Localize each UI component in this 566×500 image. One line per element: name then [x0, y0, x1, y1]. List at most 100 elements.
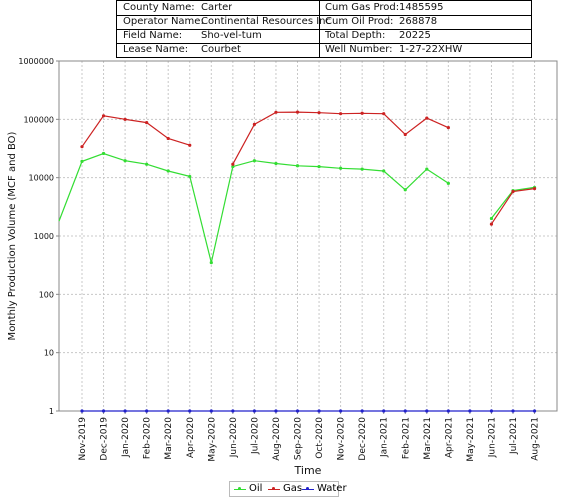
series-water-point	[295, 409, 300, 413]
series-gas-point	[188, 143, 192, 147]
series-layer	[58, 110, 537, 413]
x-tick-label: Jun-2020	[229, 417, 239, 458]
x-tick-label: Apr-2020	[186, 417, 196, 458]
series-gas-point	[252, 122, 256, 126]
series-gas-point	[101, 114, 106, 118]
series-water-point	[209, 409, 213, 413]
series-water-point	[468, 409, 472, 413]
series-oil-point	[231, 164, 235, 169]
x-tick-label: Sep-2020	[294, 417, 304, 460]
series-water-point	[80, 409, 84, 413]
series-water-point	[166, 409, 170, 413]
y-tick-label: 10000	[29, 174, 54, 183]
series-oil	[58, 151, 537, 265]
series-water-point	[425, 409, 429, 413]
field-label: Field Name:	[123, 30, 183, 41]
series-oil-point	[403, 188, 407, 192]
series-water-point	[489, 409, 494, 413]
lease-value: Courbet	[201, 44, 241, 55]
series-oil-point	[317, 164, 321, 169]
x-tick-label: Apr-2021	[444, 417, 454, 458]
series-gas-point	[425, 116, 429, 120]
series-gas-point	[231, 162, 235, 166]
cum-gas-value: 1485595	[399, 2, 444, 13]
cum-gas-label: Cum Gas Prod:	[325, 2, 400, 13]
legend-water-label: Water	[317, 483, 347, 494]
series-water-point	[532, 409, 537, 413]
series-oil-point	[123, 159, 127, 163]
x-tick-label: Dec-2020	[358, 417, 368, 461]
county-value: Carter	[201, 2, 233, 13]
legend-gas-label: Gas	[283, 483, 303, 494]
x-tick-label: May-2021	[466, 417, 476, 462]
series-water-point	[317, 409, 321, 413]
cum-oil-label: Cum Oil Prod:	[325, 16, 394, 27]
series-gas-point	[274, 110, 278, 114]
legend-oil-marker	[238, 487, 241, 490]
y-axis-ticks: 1000000 100000 10000 1000 100 10 1	[18, 57, 59, 416]
series-oil-point	[339, 166, 343, 170]
series-water-point	[123, 409, 127, 413]
operator-value: Continental Resources Inc	[201, 16, 332, 27]
x-tick-label: Feb-2020	[143, 417, 153, 459]
info-divider	[117, 29, 531, 30]
x-tick-label: Jan-2021	[380, 417, 390, 458]
y-tick-label: 100	[39, 290, 54, 299]
series-gas-point	[382, 112, 386, 116]
series-gas-point	[145, 120, 149, 125]
series-water-point	[252, 409, 256, 413]
series-water-point	[274, 409, 278, 413]
series-gas-point	[532, 186, 537, 191]
info-divider	[319, 1, 320, 57]
series-water-point	[446, 409, 450, 413]
series-gas-point	[166, 136, 170, 141]
series-water-point	[382, 409, 386, 413]
x-axis-ticks: Nov-2019 Dec-2019 Jan-2020 Feb-2020 Mar-2020…	[78, 411, 541, 462]
county-label: County Name:	[123, 2, 195, 13]
series-oil-point	[209, 260, 213, 265]
x-tick-label: Oct-2020	[315, 417, 325, 459]
x-tick-label: Aug-2021	[531, 417, 541, 461]
series-gas-point	[295, 110, 300, 114]
series-gas-point	[317, 111, 321, 115]
y-tick-label: 1000	[34, 232, 54, 241]
series-water-point	[360, 409, 364, 413]
x-tick-label: Nov-2019	[78, 417, 88, 461]
series-gas-point	[339, 112, 343, 116]
y-axis-label: Monthly Production Volume (MCF and BO)	[7, 131, 18, 340]
y-tick-label: 10	[44, 349, 54, 358]
series-oil-point	[80, 159, 84, 164]
x-tick-label: Mar-2020	[164, 417, 174, 460]
x-tick-label: Dec-2019	[100, 417, 110, 461]
series-gas-point	[511, 189, 515, 194]
y-tick-label: 1000000	[18, 57, 54, 66]
x-tick-label: May-2020	[207, 417, 217, 462]
series-oil-point	[446, 181, 450, 185]
series-gas-point	[403, 132, 407, 137]
series-oil-point	[145, 162, 149, 166]
series-water-point	[188, 409, 192, 413]
series-gas-point	[360, 111, 364, 115]
series-oil-point	[274, 161, 278, 166]
series-water-point	[339, 409, 343, 413]
series-gas-line	[81, 115, 190, 148]
series-oil-point	[382, 169, 386, 173]
x-tick-label: Feb-2021	[401, 417, 411, 459]
series-oil-line	[58, 152, 449, 263]
series-oil-point	[166, 169, 170, 173]
y-tick-label: 1	[49, 407, 54, 416]
series-oil-point	[489, 216, 494, 221]
total-depth-value: 20225	[399, 30, 431, 41]
series-water-point	[231, 409, 235, 413]
series-oil-point	[101, 151, 106, 156]
series-gas	[80, 110, 537, 226]
x-tick-label: Jul-2020	[250, 417, 260, 455]
well-info-table: County Name: Carter Operator Name: Conti…	[116, 0, 532, 58]
well-number-label: Well Number:	[325, 44, 393, 55]
series-water-point	[403, 409, 407, 413]
operator-label: Operator Name:	[123, 16, 204, 27]
series-oil-point	[425, 167, 429, 171]
x-tick-label: Jan-2020	[121, 417, 131, 458]
x-tick-label: Mar-2021	[423, 417, 433, 460]
